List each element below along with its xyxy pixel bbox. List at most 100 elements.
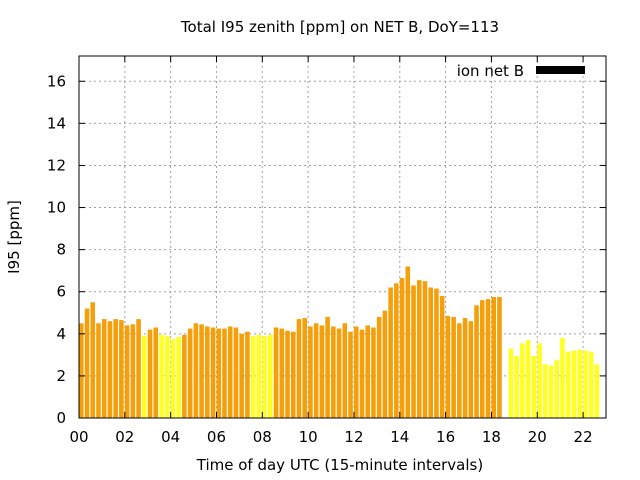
bar [205, 326, 210, 418]
x-tick-label: 06 [207, 428, 226, 446]
bar [107, 321, 113, 418]
x-tick-label: 10 [299, 428, 318, 446]
bar [210, 327, 216, 418]
x-tick-label: 02 [115, 428, 134, 446]
bar [588, 351, 594, 418]
bar [548, 365, 554, 418]
bar [176, 336, 181, 418]
bar [577, 349, 582, 418]
bar [170, 339, 176, 418]
x-tick-label: 04 [161, 428, 180, 446]
bar [90, 302, 96, 418]
bar [468, 321, 474, 418]
bar [79, 323, 84, 418]
bar [376, 316, 382, 418]
bar [193, 323, 199, 418]
bar [554, 360, 560, 418]
bar [227, 326, 233, 418]
x-tick-label: 14 [390, 428, 409, 446]
bar [325, 316, 330, 418]
bars [79, 266, 600, 418]
x-axis-label: Time of day UTC (15-minute intervals) [196, 456, 483, 474]
bar [187, 328, 193, 418]
legend: ion net B [457, 62, 585, 80]
bar [457, 323, 462, 418]
bar [405, 266, 411, 418]
chart-title: Total I95 zenith [ppm] on NET B, DoY=113 [180, 18, 499, 36]
bar [583, 350, 588, 418]
bar [96, 323, 101, 418]
bar [359, 329, 365, 418]
bar [531, 355, 537, 418]
bar [279, 328, 285, 418]
y-tick-label: 2 [56, 367, 66, 385]
bar [491, 296, 497, 418]
bar [216, 328, 222, 418]
bar [525, 340, 531, 418]
bar [560, 338, 565, 418]
y-tick-label: 12 [47, 156, 66, 174]
bar [479, 300, 485, 418]
bar [565, 351, 571, 418]
x-tick-label: 12 [344, 428, 363, 446]
bar [462, 318, 468, 418]
bar [348, 331, 353, 418]
bar [520, 343, 525, 418]
x-tick-label: 22 [574, 428, 593, 446]
bar [268, 334, 273, 418]
x-tick-label: 08 [253, 428, 272, 446]
bar [434, 288, 439, 418]
bar [388, 287, 393, 418]
bar [371, 327, 376, 418]
bar [147, 329, 153, 418]
y-tick-label: 10 [47, 199, 66, 217]
bar [119, 320, 124, 418]
bar [84, 308, 90, 418]
bar [365, 325, 370, 418]
bar [399, 278, 405, 418]
bar [508, 348, 514, 418]
bar [164, 335, 170, 418]
bar [416, 280, 422, 418]
plot-border [78, 55, 607, 419]
bar [153, 327, 159, 418]
bar [571, 350, 577, 418]
bar [382, 310, 388, 418]
bar [101, 319, 107, 418]
y-tick-label: 4 [56, 325, 66, 343]
bar [411, 285, 416, 418]
bar [124, 325, 130, 418]
y-tick-label: 16 [47, 72, 66, 90]
bar [233, 327, 239, 418]
bar [136, 319, 141, 418]
bar [542, 364, 548, 418]
bar [296, 319, 302, 418]
bar [222, 328, 227, 418]
bar [451, 316, 456, 418]
y-tick-label: 0 [56, 409, 66, 427]
y-tick-label: 14 [47, 114, 66, 132]
bar [485, 299, 491, 418]
bar [113, 319, 118, 418]
bar [428, 287, 434, 418]
bar [273, 327, 279, 418]
bar [250, 335, 256, 418]
bar [474, 305, 479, 418]
bar [497, 296, 502, 418]
x-tick-label: 16 [436, 428, 455, 446]
x-tick-label: 00 [69, 428, 88, 446]
bar [319, 325, 325, 418]
bar [130, 324, 136, 418]
x-tick-label: 18 [482, 428, 501, 446]
bar [353, 326, 359, 418]
bar [422, 281, 428, 418]
bar [245, 331, 250, 418]
bar [159, 334, 164, 418]
bar [594, 364, 600, 418]
bar [313, 323, 319, 418]
bar [331, 326, 336, 418]
bar [439, 295, 445, 418]
bar [336, 328, 342, 418]
